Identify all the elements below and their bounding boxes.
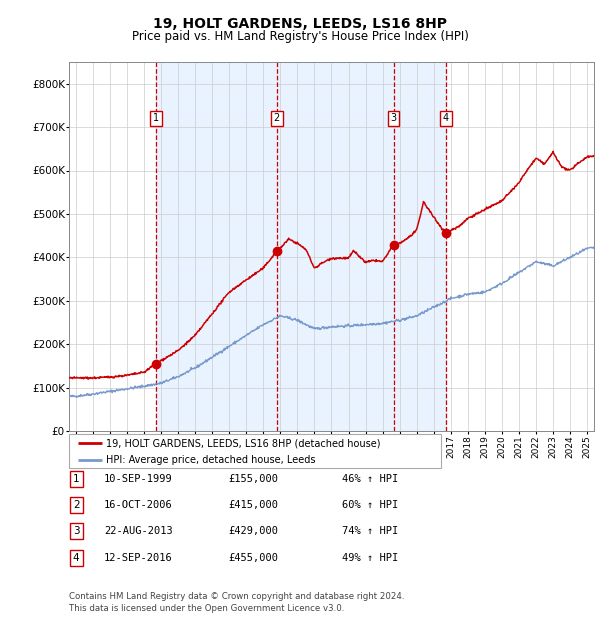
Text: 10-SEP-1999: 10-SEP-1999: [104, 474, 173, 484]
Text: 4: 4: [73, 553, 80, 563]
Text: 46% ↑ HPI: 46% ↑ HPI: [342, 474, 398, 484]
Text: 19, HOLT GARDENS, LEEDS, LS16 8HP: 19, HOLT GARDENS, LEEDS, LS16 8HP: [153, 17, 447, 32]
Text: 3: 3: [391, 113, 397, 123]
Text: 4: 4: [443, 113, 449, 123]
Text: 2: 2: [73, 500, 80, 510]
Bar: [156, 62, 446, 431]
Text: 74% ↑ HPI: 74% ↑ HPI: [342, 526, 398, 536]
Text: £455,000: £455,000: [228, 553, 278, 563]
Text: £429,000: £429,000: [228, 526, 278, 536]
Text: 60% ↑ HPI: 60% ↑ HPI: [342, 500, 398, 510]
FancyBboxPatch shape: [69, 434, 441, 468]
Text: Price paid vs. HM Land Registry's House Price Index (HPI): Price paid vs. HM Land Registry's House …: [131, 30, 469, 43]
Text: 1: 1: [73, 474, 80, 484]
Text: 49% ↑ HPI: 49% ↑ HPI: [342, 553, 398, 563]
Text: 19, HOLT GARDENS, LEEDS, LS16 8HP (detached house): 19, HOLT GARDENS, LEEDS, LS16 8HP (detac…: [106, 438, 381, 448]
Text: 22-AUG-2013: 22-AUG-2013: [104, 526, 173, 536]
Text: HPI: Average price, detached house, Leeds: HPI: Average price, detached house, Leed…: [106, 454, 316, 464]
Text: 12-SEP-2016: 12-SEP-2016: [104, 553, 173, 563]
Text: £155,000: £155,000: [228, 474, 278, 484]
Text: 16-OCT-2006: 16-OCT-2006: [104, 500, 173, 510]
Text: Contains HM Land Registry data © Crown copyright and database right 2024.
This d: Contains HM Land Registry data © Crown c…: [69, 591, 404, 613]
Text: 1: 1: [152, 113, 159, 123]
Text: £415,000: £415,000: [228, 500, 278, 510]
Text: 2: 2: [274, 113, 280, 123]
Text: 3: 3: [73, 526, 80, 536]
